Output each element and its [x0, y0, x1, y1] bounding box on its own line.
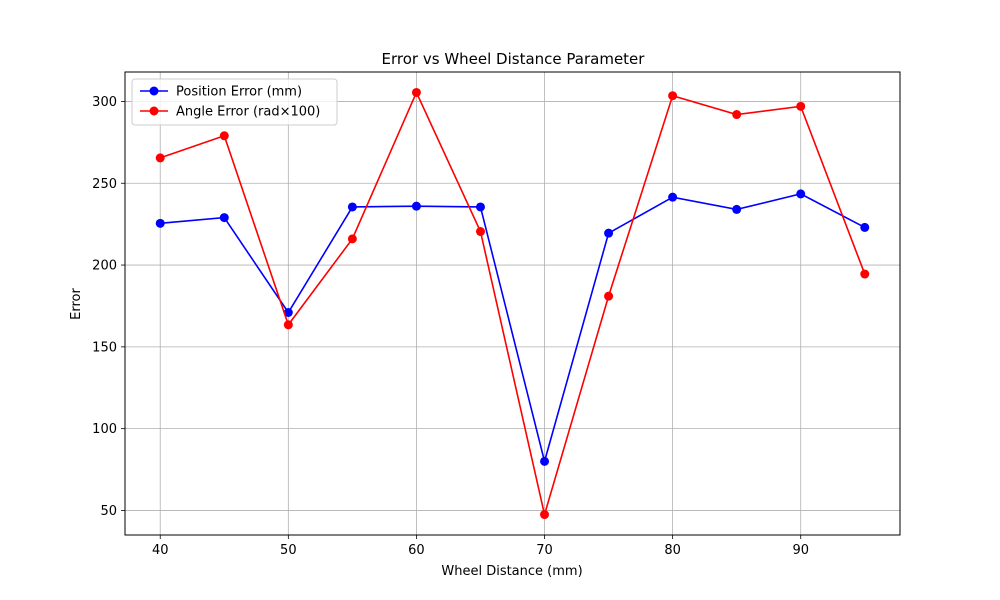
x-tick-label: 70 [536, 543, 553, 558]
x-axis-label: Wheel Distance (mm) [441, 564, 582, 579]
data-point [604, 228, 614, 238]
x-tick-label: 90 [792, 543, 809, 558]
y-tick-label: 50 [100, 504, 117, 519]
x-tick-label: 40 [152, 543, 169, 558]
data-point [155, 153, 165, 163]
x-tick-label: 80 [664, 543, 681, 558]
plot-frame [124, 71, 901, 536]
data-point [347, 234, 357, 244]
data-point [540, 456, 550, 466]
x-tick-label: 50 [280, 543, 297, 558]
legend-marker-0 [149, 86, 159, 96]
legend-entry-1: Angle Error (rad×100) [176, 105, 320, 120]
y-tick-label: 200 [92, 259, 117, 274]
series-line-0 [160, 193, 866, 465]
data-point [283, 320, 293, 330]
data-point [796, 189, 806, 199]
data-point [860, 222, 870, 232]
data-point [219, 131, 229, 141]
y-tick-label: 250 [92, 177, 117, 192]
data-point [347, 202, 357, 212]
series-group [155, 87, 870, 520]
grid-lines [125, 72, 900, 535]
data-point [283, 307, 293, 317]
chart-title: Error vs Wheel Distance Parameter [382, 50, 646, 68]
legend-marker-1 [149, 106, 159, 116]
data-point [732, 110, 742, 120]
data-point [475, 202, 485, 212]
data-point [219, 213, 229, 223]
axis-ticks: 40 50 60 70 80 90 50 100 150 200 250 300 [92, 95, 809, 558]
legend-entry-0: Position Error (mm) [176, 85, 302, 100]
legend: Position Error (mm) Angle Error (rad×100) [131, 78, 338, 126]
series-line-1 [159, 90, 866, 518]
data-point [796, 101, 806, 111]
legend-box [131, 78, 338, 126]
data-point [732, 204, 742, 214]
data-point [155, 218, 165, 228]
y-tick-label: 300 [92, 95, 117, 110]
y-tick-label: 100 [92, 422, 117, 437]
data-point [411, 87, 421, 97]
data-point [668, 192, 678, 202]
data-point [540, 510, 550, 520]
y-tick-label: 150 [92, 340, 117, 355]
y-axis-label: Error [69, 288, 84, 320]
data-point [860, 269, 870, 279]
data-point [411, 201, 421, 211]
x-tick-label: 60 [408, 543, 425, 558]
data-point [475, 227, 485, 237]
data-point [604, 291, 614, 301]
data-point [668, 91, 678, 101]
